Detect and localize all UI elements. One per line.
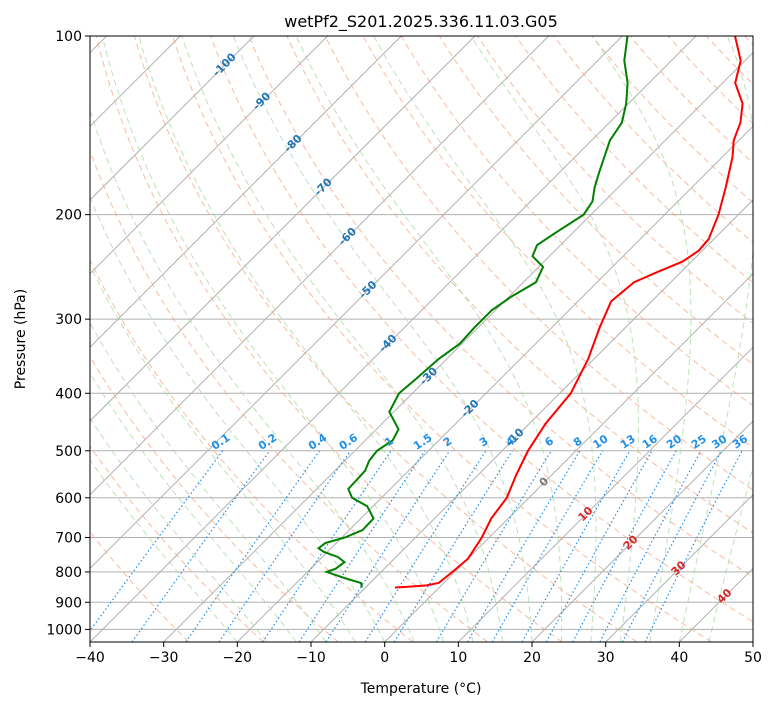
- y-tick-label: 800: [55, 565, 82, 581]
- x-tick-label: 0: [380, 650, 389, 666]
- x-tick-label: 20: [523, 650, 541, 666]
- x-tick-label: 10: [449, 650, 467, 666]
- x-axis-label: Temperature (°C): [360, 681, 482, 697]
- y-tick-label: 500: [55, 444, 82, 460]
- y-axis-label: Pressure (hPa): [13, 289, 29, 389]
- y-tick-label: 600: [55, 491, 82, 507]
- chart-title: wetPf2_S201.2025.336.11.03.G05: [284, 12, 558, 32]
- x-tick-label: −30: [149, 650, 179, 666]
- x-tick-label: −20: [223, 650, 253, 666]
- x-tick-label: 30: [597, 650, 615, 666]
- x-tick-label: 40: [670, 650, 688, 666]
- y-tick-label: 100: [55, 29, 82, 45]
- y-tick-label: 900: [55, 595, 82, 611]
- y-tick-label: 400: [55, 386, 82, 402]
- y-tick-label: 1000: [46, 622, 82, 638]
- y-tick-label: 700: [55, 531, 82, 547]
- x-tick-label: 50: [744, 650, 762, 666]
- x-tick-label: −40: [75, 650, 105, 666]
- x-tick-label: −10: [296, 650, 326, 666]
- y-tick-label: 200: [55, 208, 82, 224]
- y-tick-label: 300: [55, 312, 82, 328]
